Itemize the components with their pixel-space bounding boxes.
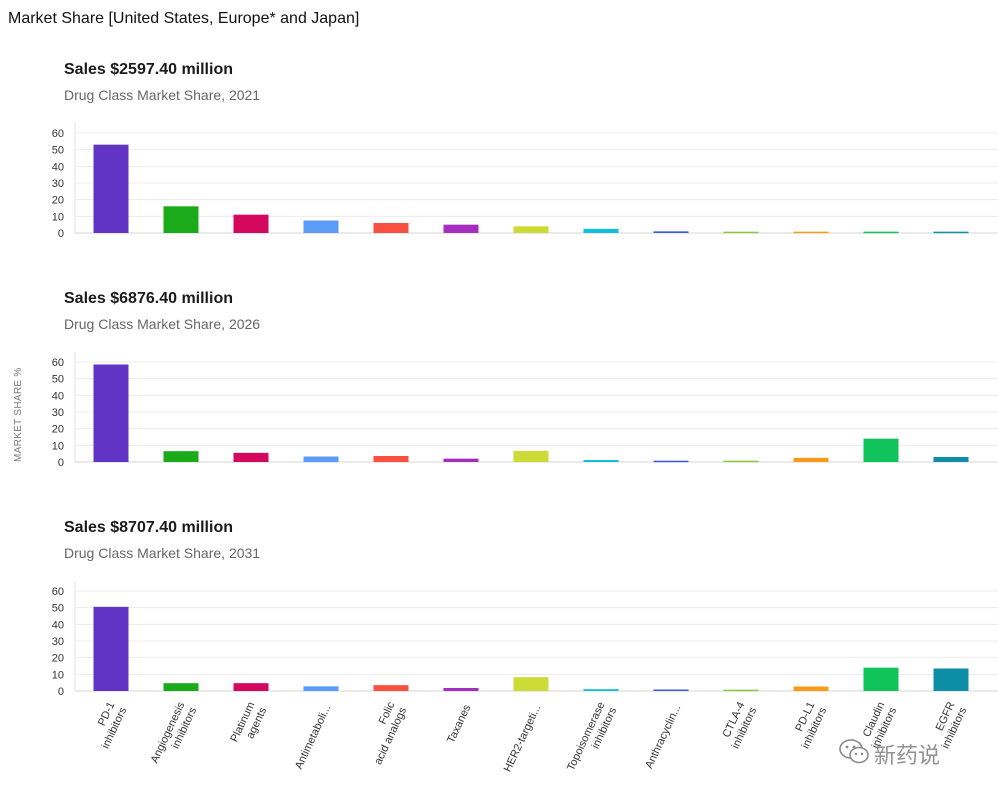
chart-panel-2021: Sales $2597.40 million Drug Class Market… [0,58,998,248]
bar-6[interactable] [443,224,479,233]
bar-9[interactable] [653,689,689,692]
bar-10[interactable] [723,460,759,463]
bar-1[interactable] [93,364,129,463]
bar-2[interactable] [163,451,199,462]
y-tick-label: 30 [52,407,64,419]
y-tick-label: 20 [52,195,64,207]
bar-9[interactable] [653,460,689,463]
chart-subtitle: Drug Class Market Share, 2031 [64,545,261,561]
chart-subtitle: Drug Class Market Share, 2026 [64,316,261,332]
chart-title: Sales $2597.40 million [64,61,233,78]
bar-13[interactable] [933,457,969,462]
y-tick-label: 40 [52,619,64,631]
watermark: 新药说 [838,736,978,769]
chart-panel-2031: Sales $8707.40 million Drug Class Market… [0,516,998,796]
bar-chart-2021: 0 10 20 30 40 50 60 [52,123,998,240]
x-tick-label: Anthracyclin... [643,703,683,771]
bar-13[interactable] [933,231,969,234]
bar-11[interactable] [793,231,829,234]
bar-2[interactable] [163,683,199,691]
bar-8[interactable] [583,689,619,691]
x-tick-label-line: Taxanes [445,702,473,745]
y-tick-label: 0 [58,228,64,240]
x-tick-label-line: Anthracyclin... [643,703,683,771]
chart-subtitle: Drug Class Market Share, 2021 [64,87,261,103]
y-tick-label: 30 [52,178,64,190]
bar-11[interactable] [793,457,829,462]
bar-1[interactable] [93,144,129,233]
wechat-logo-icon [839,739,869,764]
bar-5[interactable] [373,685,409,691]
y-tick-label: 50 [52,603,64,615]
bar-6[interactable] [443,458,479,462]
y-tick-label: 50 [52,374,64,386]
y-tick-label: 10 [52,669,64,681]
bar-13[interactable] [933,668,969,692]
bar-5[interactable] [373,456,409,462]
page-title: Market Share [United States, Europe* and… [8,10,360,27]
y-axis-label: MARKET SHARE % [13,367,24,462]
y-tick-label: 10 [52,211,64,223]
bar-7[interactable] [513,677,549,691]
bar-11[interactable] [793,686,829,692]
x-tick-label: Taxanes [445,702,473,745]
bar-2[interactable] [163,206,199,233]
bar-3[interactable] [233,452,269,462]
bar-10[interactable] [723,231,759,234]
bar-1[interactable] [93,606,129,691]
bar-7[interactable] [513,451,549,462]
bar-9[interactable] [653,231,689,233]
bar-7[interactable] [513,226,549,233]
x-tick-label-line: Antimetaboli... [293,703,333,771]
y-tick-label: 60 [52,128,64,140]
bar-3[interactable] [233,214,269,233]
bar-8[interactable] [583,460,619,462]
y-tick-label: 20 [52,424,64,436]
bar-4[interactable] [303,686,339,691]
y-tick-label: 10 [52,440,64,452]
watermark-text: 新药说 [874,744,941,769]
y-tick-label: 20 [52,653,64,665]
x-tick-label: HER2-targeti... [502,703,544,774]
y-tick-label: 60 [52,357,64,369]
x-tick-label-line: HER2-targeti... [502,703,544,774]
bar-4[interactable] [303,220,339,234]
bar-12[interactable] [863,667,899,691]
bar-3[interactable] [233,683,269,691]
chart-panel-2026: Sales $6876.40 million Drug Class Market… [0,287,998,477]
bar-12[interactable] [863,231,899,234]
y-tick-label: 60 [52,586,64,598]
bar-10[interactable] [723,689,759,692]
y-tick-label: 0 [58,457,64,469]
bar-12[interactable] [863,438,899,462]
bar-chart-2026: 0 10 20 30 40 50 60 [52,352,998,469]
y-tick-label: 40 [52,161,64,173]
bar-4[interactable] [303,456,339,463]
y-tick-label: 50 [52,145,64,157]
chart-title: Sales $8707.40 million [64,519,233,536]
y-tick-label: 30 [52,636,64,648]
bar-5[interactable] [373,223,409,233]
chart-title: Sales $6876.40 million [64,290,233,307]
x-tick-label: Antimetaboli... [293,703,333,771]
bar-8[interactable] [583,228,619,233]
y-tick-label: 40 [52,390,64,402]
y-tick-label: 0 [58,686,64,698]
bar-6[interactable] [443,688,479,691]
